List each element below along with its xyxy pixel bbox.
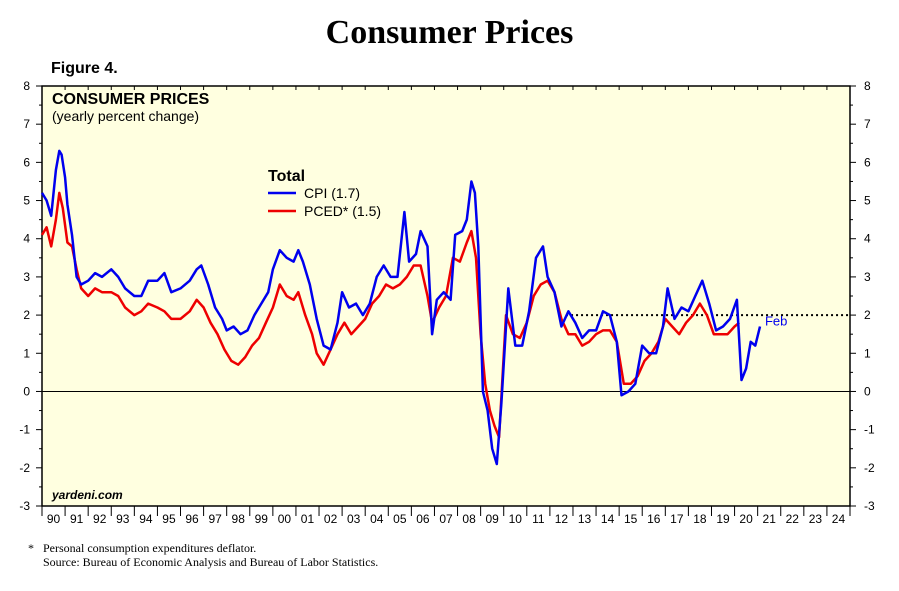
y-tick-label-left: 3 bbox=[23, 270, 30, 284]
legend-label-pced: PCED* (1.5) bbox=[304, 203, 381, 219]
y-tick-label-left: 8 bbox=[23, 79, 30, 93]
x-tick-label: 23 bbox=[809, 512, 823, 526]
x-tick-label: 99 bbox=[255, 512, 269, 526]
x-tick-label: 91 bbox=[70, 512, 84, 526]
y-tick-label-right: 5 bbox=[864, 194, 871, 208]
y-tick-label-left: 7 bbox=[23, 117, 30, 131]
series-layer bbox=[40, 149, 762, 466]
y-tick-label-right: 4 bbox=[864, 232, 871, 246]
x-tick-label: 20 bbox=[739, 512, 753, 526]
page-title: Consumer Prices bbox=[325, 14, 574, 51]
footnote-marker: * bbox=[28, 541, 34, 555]
y-tick-label-left: 0 bbox=[23, 384, 30, 398]
x-tick-label: 19 bbox=[716, 512, 730, 526]
y-tick-label-right: -1 bbox=[864, 423, 875, 437]
x-tick-label: 09 bbox=[485, 512, 499, 526]
footnote: * Personal consumption expenditures defla… bbox=[28, 541, 378, 569]
y-tick-label-right: 7 bbox=[864, 117, 871, 131]
x-tick-label: 05 bbox=[393, 512, 407, 526]
y-tick-label-left: -3 bbox=[19, 499, 30, 513]
source-text: Source: Bureau of Economic Analysis and … bbox=[43, 555, 379, 569]
x-tick-label: 03 bbox=[347, 512, 361, 526]
watermark: yardeni.com bbox=[51, 488, 123, 502]
y-tick-label-right: 0 bbox=[864, 384, 871, 398]
x-tick-label: 14 bbox=[601, 512, 615, 526]
x-tick-label: 22 bbox=[786, 512, 800, 526]
x-tick-label: 24 bbox=[832, 512, 846, 526]
x-tick-label: 17 bbox=[670, 512, 684, 526]
x-tick-label: 07 bbox=[439, 512, 453, 526]
y-tick-label-right: 1 bbox=[864, 346, 871, 360]
x-tick-label: 10 bbox=[509, 512, 523, 526]
x-tick-label: 98 bbox=[232, 512, 246, 526]
y-tick-label-left: -1 bbox=[19, 423, 30, 437]
y-tick-label-right: 2 bbox=[864, 308, 871, 322]
x-tick-label: 16 bbox=[647, 512, 661, 526]
x-tick-label: 08 bbox=[462, 512, 476, 526]
y-tick-label-right: -2 bbox=[864, 461, 875, 475]
chart-title: CONSUMER PRICES bbox=[52, 91, 210, 108]
legend: Total CPI (1.7) PCED* (1.5) bbox=[268, 168, 381, 219]
x-tick-label: 04 bbox=[370, 512, 384, 526]
series-line-cpi bbox=[40, 149, 762, 466]
x-tick-label: 21 bbox=[763, 512, 777, 526]
x-tick-label: 94 bbox=[139, 512, 153, 526]
x-tick-label: 06 bbox=[416, 512, 430, 526]
x-tick-label: 02 bbox=[324, 512, 338, 526]
x-axis: 90 91 92 93 94 95 96 97 98 99 00 01 02 03 04 05 06 07 08 09… bbox=[41, 86, 851, 526]
x-tick-label: 97 bbox=[208, 512, 222, 526]
x-tick-label: 11 bbox=[532, 512, 545, 526]
y-tick-label-left: 1 bbox=[23, 346, 30, 360]
x-tick-label: 00 bbox=[278, 512, 292, 526]
y-tick-label-right: 3 bbox=[864, 270, 871, 284]
y-tick-label-left: 4 bbox=[23, 232, 30, 246]
y-tick-label-right: -3 bbox=[864, 499, 875, 513]
legend-label-cpi: CPI (1.7) bbox=[304, 185, 360, 201]
x-tick-label: 96 bbox=[185, 512, 199, 526]
y-axis-right: -3 -2 -1 0 1 2 3 4 5 6 7 8 bbox=[850, 79, 875, 513]
chart-subtitle: (yearly percent change) bbox=[52, 108, 199, 124]
x-tick-label: 13 bbox=[578, 512, 592, 526]
x-tick-label: 01 bbox=[301, 512, 315, 526]
footnote-text: Personal consumption expenditures deflat… bbox=[43, 541, 257, 555]
y-tick-label-left: -2 bbox=[19, 461, 30, 475]
y-tick-label-left: 5 bbox=[23, 194, 30, 208]
x-tick-label: 18 bbox=[693, 512, 707, 526]
y-tick-label-left: 2 bbox=[23, 308, 30, 322]
x-tick-label: 92 bbox=[93, 512, 107, 526]
legend-title: Total bbox=[268, 168, 305, 185]
figure-label: Figure 4. bbox=[51, 60, 118, 77]
y-tick-label-right: 8 bbox=[864, 79, 871, 93]
x-tick-label: 15 bbox=[624, 512, 638, 526]
y-tick-label-left: 6 bbox=[23, 155, 30, 169]
y-axis-left: -3 -2 -1 0 1 2 3 4 5 6 7 8 bbox=[19, 79, 42, 513]
x-tick-label: 95 bbox=[162, 512, 176, 526]
y-tick-label-right: 6 bbox=[864, 155, 871, 169]
x-tick-label: 12 bbox=[555, 512, 569, 526]
end-label: Feb bbox=[765, 314, 787, 329]
x-tick-label: 90 bbox=[47, 512, 61, 526]
x-tick-label: 93 bbox=[116, 512, 130, 526]
